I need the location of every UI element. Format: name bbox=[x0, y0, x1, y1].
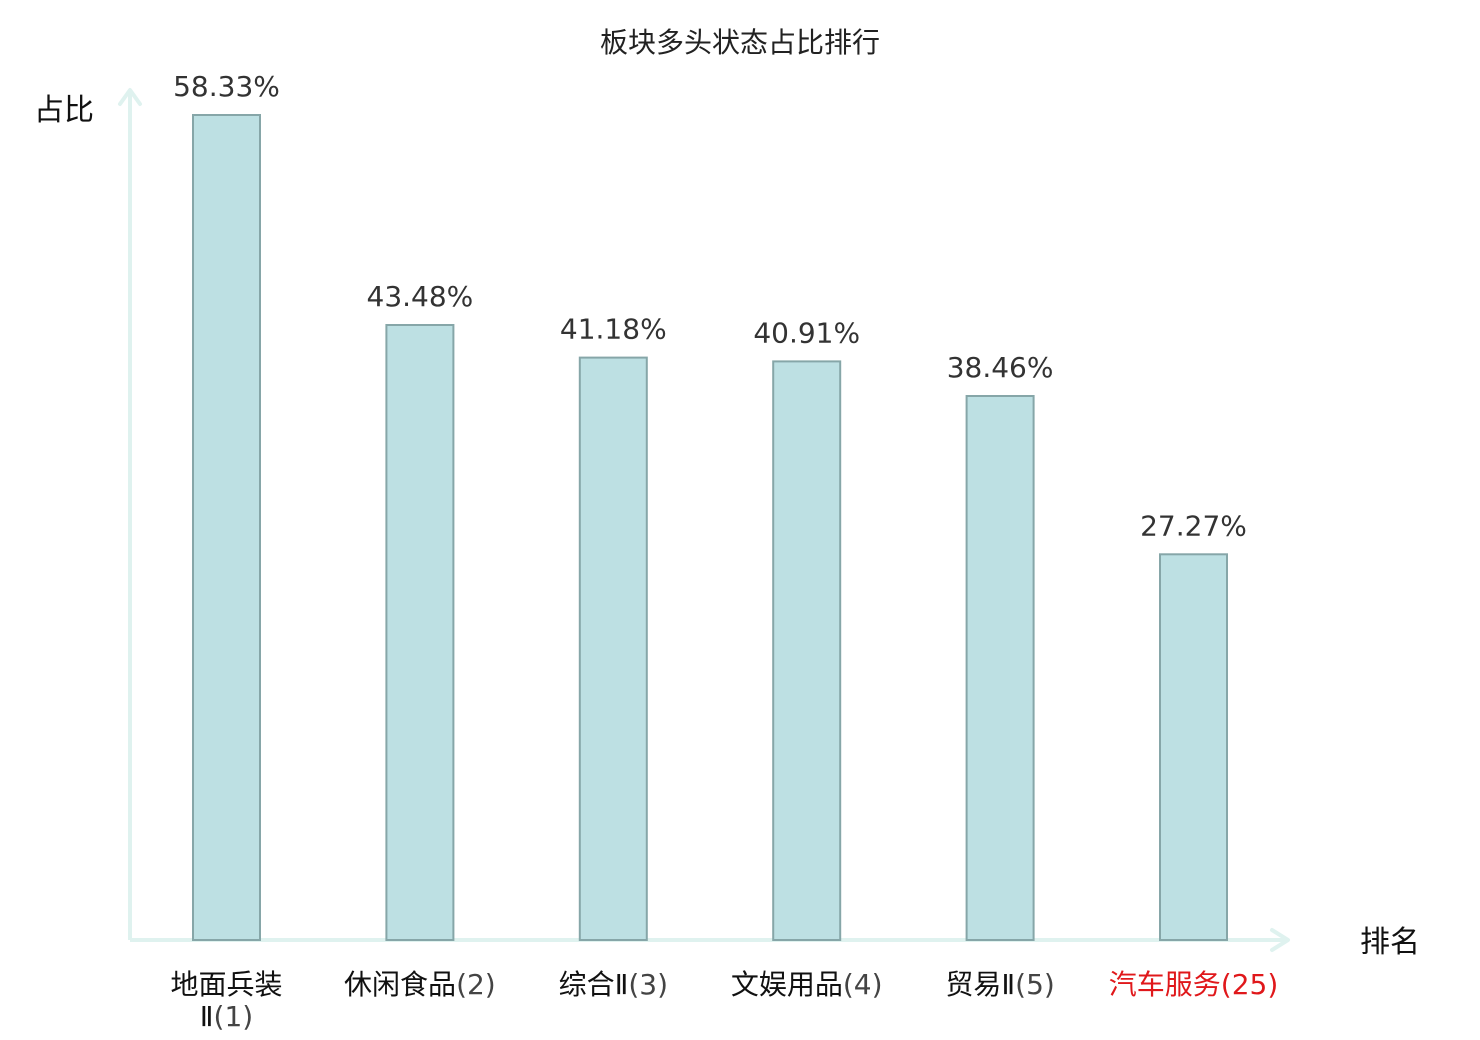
data-label: 27.27% bbox=[1140, 509, 1247, 542]
x-axis-label: 排名 bbox=[1360, 925, 1420, 960]
category-tick-label: 文娱用品(4) bbox=[731, 968, 883, 1001]
category-tick-label: 贸易Ⅱ(5) bbox=[945, 968, 1054, 1001]
category-tick-label: 综合Ⅱ(3) bbox=[559, 968, 668, 1001]
bar bbox=[578, 356, 648, 942]
data-label: 38.46% bbox=[947, 351, 1054, 384]
data-label: 41.18% bbox=[560, 313, 667, 346]
x-axis-arrow bbox=[1270, 928, 1290, 952]
data-label: 43.48% bbox=[367, 280, 474, 313]
value-labels: 58.33% 43.48% 41.18% 40.91% 38.46% 27.27% bbox=[173, 70, 1247, 542]
bar bbox=[772, 360, 842, 941]
category-tick-label: 汽车服务(25) bbox=[1109, 968, 1279, 1001]
category-tick-label: 地面兵装 Ⅱ(1) bbox=[170, 968, 282, 1033]
bar bbox=[965, 395, 1035, 941]
x-axis: 排名 bbox=[130, 925, 1420, 960]
chart-title: 板块多头状态占比排行 bbox=[600, 26, 880, 59]
category-labels: 地面兵装 Ⅱ(1) 休闲食品(2) 综合Ⅱ(3) 文娱用品(4) 贸易Ⅱ(5) 汽车服务(2… bbox=[170, 968, 1278, 1033]
bars bbox=[192, 114, 1228, 942]
data-label: 40.91% bbox=[753, 316, 860, 349]
y-axis-label: 占比 bbox=[34, 93, 94, 128]
bar bbox=[1159, 553, 1228, 941]
y-axis-arrow bbox=[118, 88, 142, 106]
data-label: 58.33% bbox=[173, 70, 280, 103]
y-axis: 占比 bbox=[34, 88, 142, 940]
bar bbox=[192, 114, 261, 941]
bar bbox=[385, 324, 455, 941]
category-tick-label: 休闲食品(2) bbox=[344, 968, 496, 1001]
